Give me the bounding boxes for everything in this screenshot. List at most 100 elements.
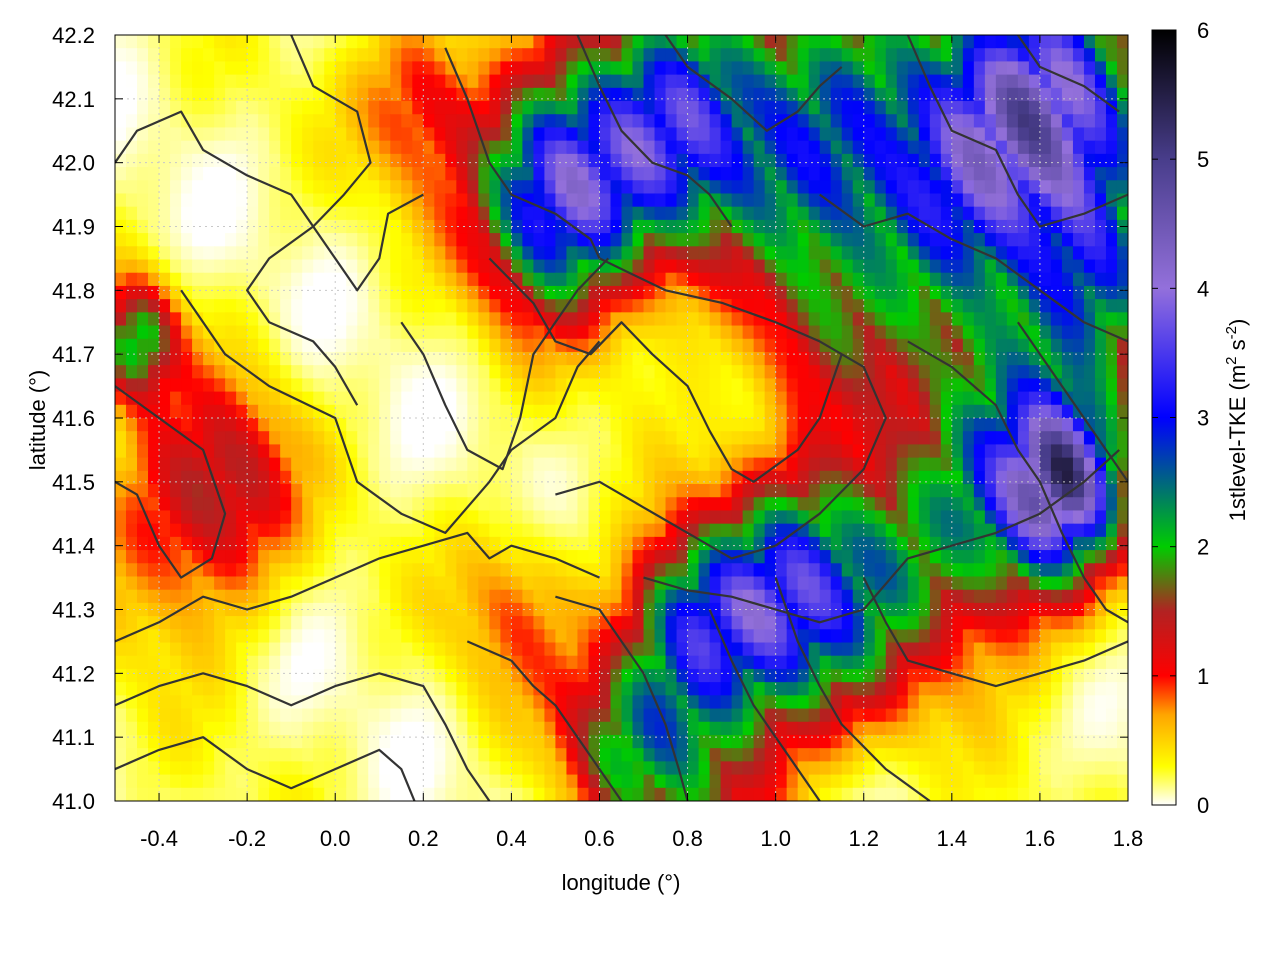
heatmap-cell — [1094, 444, 1107, 459]
heatmap-cell — [236, 259, 248, 274]
heatmap-cell — [841, 233, 854, 247]
heatmap-cell — [225, 721, 237, 736]
heatmap-cell — [247, 470, 259, 485]
heatmap-cell — [654, 655, 667, 670]
heatmap-cell — [808, 338, 821, 353]
heatmap-cell — [346, 550, 358, 564]
heatmap-cell — [346, 431, 358, 446]
heatmap-cell — [764, 87, 777, 102]
heatmap-cell — [456, 589, 468, 604]
heatmap-cell — [192, 536, 204, 551]
heatmap-cell — [698, 312, 711, 327]
heatmap-cell — [643, 444, 656, 459]
heatmap-cell — [610, 325, 623, 340]
heatmap-cell — [588, 721, 601, 736]
heatmap-cell — [456, 351, 468, 366]
heatmap-cell — [610, 668, 623, 683]
heatmap-cell — [632, 629, 645, 644]
heatmap-cell — [720, 153, 733, 168]
heatmap-cell — [324, 470, 336, 485]
heatmap-cell — [599, 378, 612, 393]
heatmap-cell — [1006, 285, 1019, 300]
heatmap-cell — [621, 484, 634, 498]
heatmap-cell — [500, 74, 512, 89]
heatmap-cell — [665, 272, 678, 287]
heatmap-cell — [500, 272, 512, 287]
heatmap-cell — [423, 668, 435, 683]
heatmap-cell — [522, 510, 535, 525]
heatmap-cell — [379, 642, 391, 657]
heatmap-cell — [1083, 682, 1096, 696]
heatmap-cell — [929, 61, 942, 76]
heatmap-cell — [610, 642, 623, 657]
heatmap-cell — [962, 629, 975, 644]
heatmap-cell — [566, 576, 579, 591]
heatmap-cell — [522, 536, 535, 551]
heatmap-cell — [742, 87, 755, 102]
heatmap-cell — [621, 351, 634, 366]
heatmap-cell — [940, 48, 953, 63]
heatmap-cell — [940, 74, 953, 89]
heatmap-cell — [929, 668, 942, 683]
heatmap-cell — [1105, 550, 1118, 564]
heatmap-cell — [401, 351, 413, 366]
heatmap-cell — [566, 378, 579, 393]
heatmap-cell — [379, 655, 391, 670]
heatmap-cell — [522, 219, 535, 234]
heatmap-cell — [181, 365, 193, 379]
heatmap-cell — [478, 695, 490, 710]
heatmap-cell — [1039, 418, 1052, 432]
heatmap-cell — [764, 444, 777, 459]
heatmap-cell — [126, 74, 138, 89]
heatmap-cell — [412, 127, 424, 142]
heatmap-cell — [313, 695, 325, 710]
heatmap-cell — [1083, 285, 1096, 300]
heatmap-cell — [874, 101, 887, 115]
heatmap-cell — [621, 655, 634, 670]
heatmap-cell — [1105, 153, 1118, 168]
heatmap-cell — [335, 153, 347, 168]
heatmap-cell — [720, 470, 733, 485]
heatmap-cell — [148, 153, 160, 168]
heatmap-cell — [368, 61, 380, 76]
heatmap-cell — [764, 589, 777, 604]
heatmap-cell — [170, 391, 182, 406]
heatmap-cell — [742, 510, 755, 525]
heatmap-cell — [841, 734, 854, 749]
heatmap-cell — [236, 246, 248, 261]
heatmap-cell — [566, 140, 579, 155]
heatmap-cell — [599, 101, 612, 115]
heatmap-cell — [929, 510, 942, 525]
heatmap-cell — [984, 193, 997, 208]
heatmap-cell — [1072, 589, 1085, 604]
heatmap-cell — [819, 48, 832, 63]
heatmap-cell — [115, 734, 127, 749]
heatmap-cell — [115, 140, 127, 155]
heatmap-cell — [984, 629, 997, 644]
heatmap-cell — [929, 101, 942, 115]
heatmap-cell — [632, 484, 645, 498]
heatmap-cell — [1028, 74, 1041, 89]
heatmap-cell — [203, 206, 215, 221]
heatmap-cell — [511, 35, 523, 49]
heatmap-cell — [522, 259, 535, 274]
heatmap-cell — [533, 206, 546, 221]
heatmap-cell — [764, 325, 777, 340]
heatmap-cell — [181, 351, 193, 366]
heatmap-cell — [665, 655, 678, 670]
heatmap-cell — [456, 48, 468, 63]
heatmap-cell — [159, 365, 171, 379]
heatmap-cell — [742, 642, 755, 657]
heatmap-cell — [390, 497, 402, 512]
heatmap-cell — [181, 470, 193, 485]
heatmap-cell — [918, 48, 931, 63]
heatmap-cell — [940, 404, 953, 419]
heatmap-cell — [1006, 470, 1019, 485]
heatmap-cell — [841, 61, 854, 76]
heatmap-cell — [742, 153, 755, 168]
heatmap-cell — [632, 325, 645, 340]
heatmap-cell — [830, 444, 843, 459]
heatmap-cell — [731, 272, 744, 287]
heatmap-cell — [643, 589, 656, 604]
heatmap-cell — [269, 206, 281, 221]
